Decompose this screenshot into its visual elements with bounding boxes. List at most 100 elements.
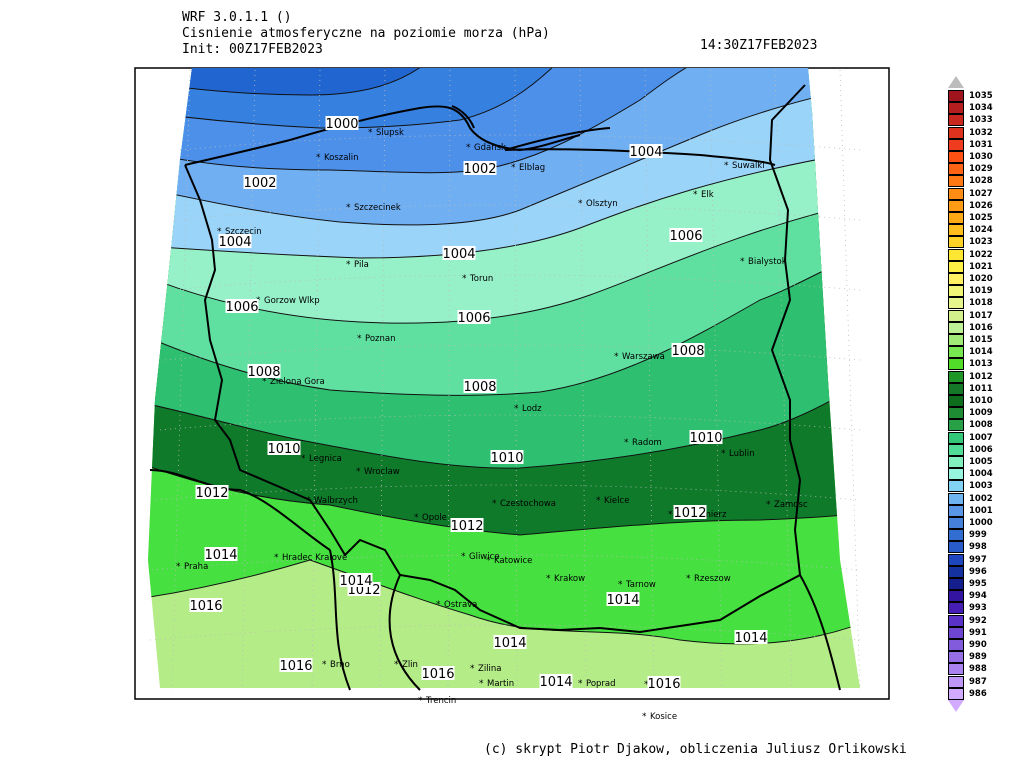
legend-swatch [948,297,964,310]
isobar-label-text: 1012 [450,519,483,534]
city-marker-icon: * [436,600,441,610]
city-marker-icon: * [316,153,321,163]
isobar-label-text: 1002 [243,176,276,191]
legend-swatch [948,529,964,542]
city-label: Martin [487,679,514,689]
city-marker-icon: * [368,128,373,138]
city-label: Gdansk [474,143,506,153]
model-title: WRF 3.0.1.1 () [182,10,292,25]
legend-label: 1035 [969,91,993,101]
isobar-label-box [247,364,281,378]
isobar-label-text: 1012 [195,486,228,501]
legend-entry: 995 [946,578,1006,590]
city-szczecin: * Szczecin [217,227,262,237]
legend-swatch [948,199,964,212]
legend-swatch [948,224,964,237]
legend-label: 1024 [969,225,993,236]
legend-swatch [948,639,964,651]
city-label: Suwalki [732,161,765,171]
city-marker-icon: * [461,552,466,562]
city-label: Torun [469,274,493,284]
legend-label: 1029 [969,164,993,175]
init-time: Init: 00Z17FEB2023 [182,42,323,57]
legend-swatch [948,370,964,383]
city-brno: * Brno [322,660,350,670]
city-label: Szczecin [225,227,262,237]
legend-entry: 993 [946,602,1006,615]
legend-swatch [948,443,964,456]
legend-label: 1025 [969,213,993,223]
legend-label: 990 [969,640,987,650]
isobar-label-text: 1008 [247,365,280,380]
legend-entry: 1006 [946,443,1006,456]
city-elblag: * Elblag [511,163,545,173]
city-suwalki: * Suwalki [724,161,765,171]
legend-entry: 994 [946,590,1006,603]
isobar-label-text: 1010 [490,451,523,466]
city-label: Lodz [522,404,542,414]
city-marker-icon: * [217,227,222,237]
city-marker-icon: * [693,190,698,200]
isobar-label: 1016 [647,676,681,692]
city-label: Elk [701,190,714,200]
legend-entry: 987 [946,675,1006,688]
legend-swatch [948,126,964,139]
legend-label: 992 [969,615,987,626]
city-label: Walbrzych [314,496,358,506]
legend-swatch [948,114,964,127]
legend-entry: 990 [946,639,1006,651]
city-marker-icon: * [462,274,467,284]
isobar-label-box [195,485,229,499]
legend-swatch [948,346,964,359]
city-marker-icon: * [618,580,623,590]
isobar-label: 1012 [450,518,484,534]
city-krakow: * Krakow [546,574,585,584]
legend-entry: 1024 [946,224,1006,237]
isobar-label: 1014 [539,674,573,690]
isobar-label-box [267,441,301,455]
field-title: Cisnienie atmosferyczne na poziomie morz… [182,26,550,41]
city-gdansk: * Gdansk [466,143,506,153]
city-label: Hradec Kralove [282,553,347,563]
legend-entry: 1031 [946,138,1006,151]
city-zlin: * Zlin [394,660,418,670]
legend-entry: 1023 [946,236,1006,249]
legend-top-arrow-icon [948,76,964,88]
isobar-label: 1004 [218,234,252,250]
legend-label: 1027 [969,188,993,199]
city-marker-icon: * [740,257,745,267]
city-kielce: * Kielce [596,496,629,506]
isobar-label: 1010 [267,441,301,457]
legend-label: 987 [969,676,987,687]
legend-entry: 1030 [946,151,1006,163]
legend-label: 1032 [969,127,993,138]
isobar-label-box [493,635,527,649]
legend-swatch [948,553,964,566]
legend-swatch [948,382,964,395]
legend-label: 999 [969,530,987,541]
valid-time: 14:30Z17FEB2023 [700,38,818,53]
city-label: Trencin [425,696,456,706]
city-legnica: * Legnica [301,454,342,464]
legend-swatch [948,395,964,407]
legend-entry: 1026 [946,199,1006,212]
isobar-label: 1004 [629,144,663,160]
city-marker-icon: * [624,438,629,448]
isobar-label: 1012 [673,505,707,521]
isobar-label-text: 1006 [669,229,702,244]
legend-label: 998 [969,542,987,553]
isobar-label: 1014 [734,630,768,646]
city-label: Szczecinek [354,203,401,213]
city-trencin: * Trencin [418,696,456,706]
city-marker-icon: * [414,513,419,523]
legend-entry: 1015 [946,334,1006,346]
legend-label: 1012 [969,371,993,382]
legend-bottom-arrow-icon [948,700,964,712]
city-label: Kosice [650,712,677,722]
legend-swatch [948,309,964,322]
city-gliwice: * Gliwice [461,552,500,562]
isobar-label-box [218,234,252,248]
city-label: Warszawa [622,352,665,362]
city-label: Katowice [494,556,532,566]
isobar-label-text: 1004 [442,247,475,262]
